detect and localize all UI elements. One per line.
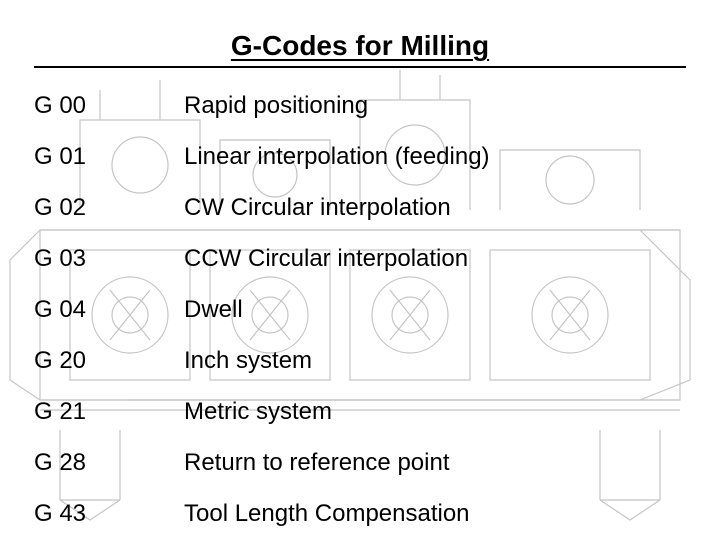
gcode-cell: G 04 (34, 296, 184, 324)
gdesc-cell: Metric system (184, 398, 686, 426)
gdesc-cell: Tool Length Compensation (184, 500, 686, 528)
gcode-cell: G 01 (34, 143, 184, 171)
gcode-cell: G 43 (34, 500, 184, 528)
title-wrap: G-Codes for Milling (34, 30, 686, 64)
gdesc-cell: Linear interpolation (feeding) (184, 143, 686, 171)
table-row: G 43 Tool Length Compensation (34, 488, 686, 539)
page-title: G-Codes for Milling (231, 30, 489, 64)
gdesc-cell: Return to reference point (184, 449, 686, 477)
table-row: G 00 Rapid positioning (34, 80, 686, 131)
gcode-cell: G 00 (34, 92, 184, 120)
gcode-cell: G 02 (34, 194, 184, 222)
gdesc-cell: CW Circular interpolation (184, 194, 686, 222)
gcode-cell: G 28 (34, 449, 184, 477)
table-row: G 20 Inch system (34, 335, 686, 386)
table-row: G 21 Metric system (34, 386, 686, 437)
table-row: G 03 CCW Circular interpolation (34, 233, 686, 284)
gdesc-cell: Rapid positioning (184, 92, 686, 120)
gdesc-cell: Inch system (184, 347, 686, 375)
gcode-cell: G 21 (34, 398, 184, 426)
table-row: G 01 Linear interpolation (feeding) (34, 131, 686, 182)
gcode-cell: G 20 (34, 347, 184, 375)
gdesc-cell: Dwell (184, 296, 686, 324)
slide-content: G-Codes for Milling G 00 Rapid positioni… (0, 0, 720, 540)
gcode-cell: G 03 (34, 245, 184, 273)
gdesc-cell: CCW Circular interpolation (184, 245, 686, 273)
gcodes-table: G 00 Rapid positioning G 01 Linear inter… (34, 80, 686, 539)
title-underline-rule (34, 66, 686, 68)
table-row: G 04 Dwell (34, 284, 686, 335)
table-row: G 28 Return to reference point (34, 437, 686, 488)
table-row: G 02 CW Circular interpolation (34, 182, 686, 233)
